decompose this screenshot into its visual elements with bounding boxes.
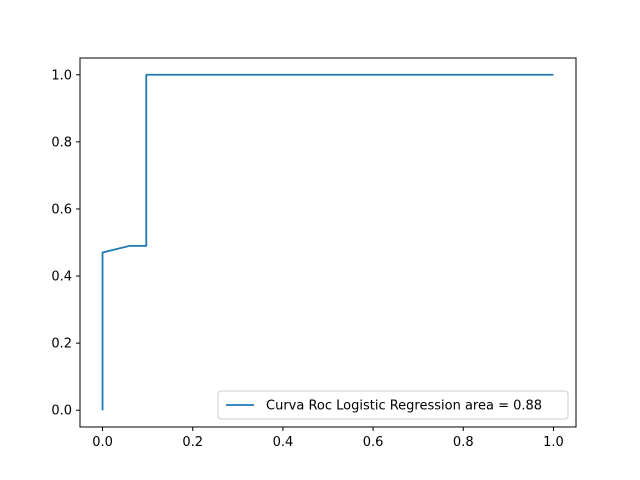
axes-frame [79, 57, 577, 428]
x-tick-label: 0.2 [182, 435, 203, 450]
plot-area [101, 73, 554, 411]
x-tick-label: 0.6 [363, 435, 384, 450]
legend: Curva Roc Logistic Regression area = 0.8… [217, 390, 569, 420]
y-tick-label: 1.0 [51, 68, 72, 83]
y-tick-label: 0.0 [51, 404, 72, 419]
x-tick-label: 0.0 [92, 435, 113, 450]
x-tick-label: 1.0 [543, 435, 564, 450]
y-tick-label: 0.8 [51, 135, 72, 150]
y-tick-label: 0.6 [51, 202, 72, 217]
legend-label: Curva Roc Logistic Regression area = 0.8… [266, 399, 542, 414]
y-tick-label: 0.2 [51, 337, 72, 352]
axes: 0.0 0.2 0.4 0.6 0.8 1.0 0.0 0.2 0.4 0.6 0.8 1.0 [51, 57, 577, 450]
x-tick-label: 0.4 [273, 435, 294, 450]
y-tick-label: 0.4 [51, 270, 72, 285]
legend-box [217, 390, 569, 420]
x-tick-label: 0.8 [453, 435, 474, 450]
series-line-0 [101, 73, 554, 411]
